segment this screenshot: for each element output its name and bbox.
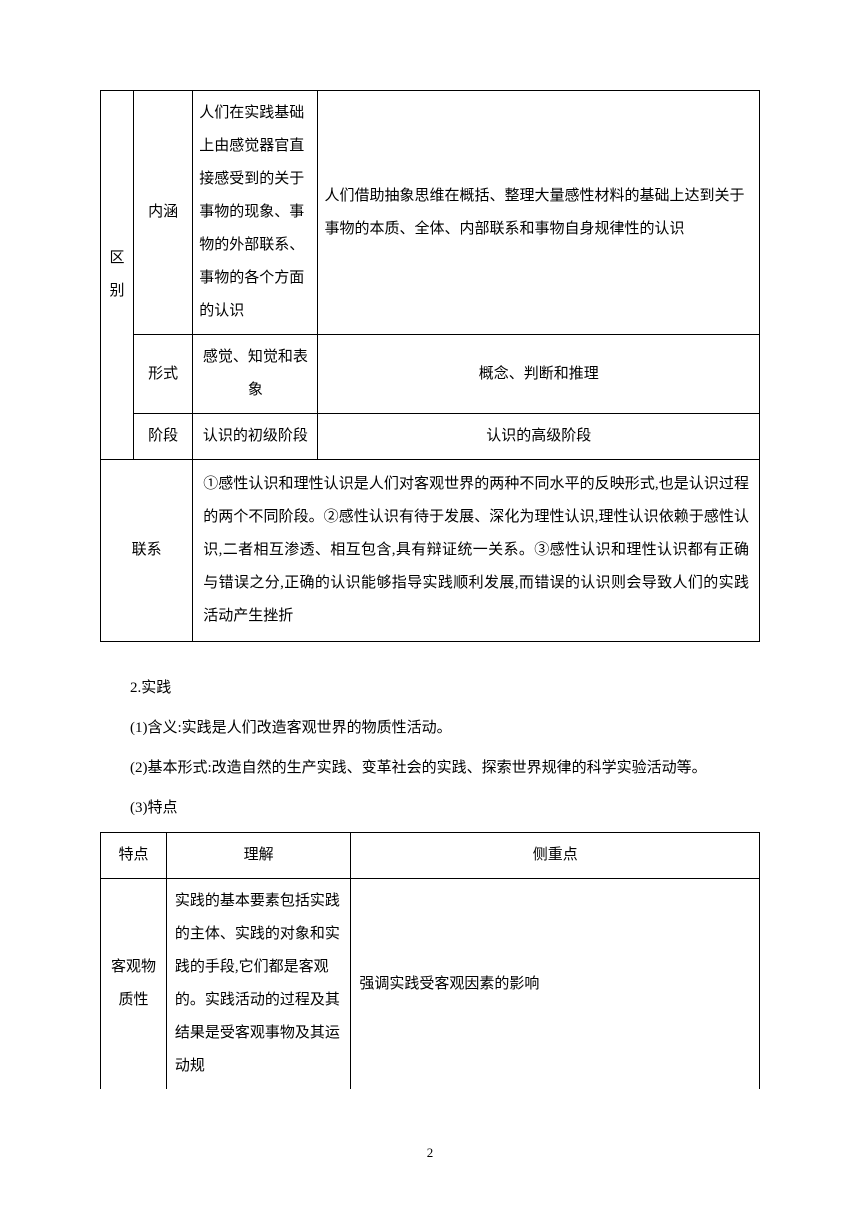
col-header: 侧重点 [351,833,760,879]
paragraph: (1)含义:实践是人们改造客观世界的物质性活动。 [100,710,760,746]
row-label: 形式 [133,335,192,414]
page-content: 区别 内涵 人们在实践基础上由感觉器官直接感受到的关于事物的现象、事物的外部联系… [0,0,860,1139]
feature-focus: 强调实践受客观因素的影响 [351,879,760,1090]
table-header-row: 特点 理解 侧重点 [101,833,760,879]
table-row: 形式 感觉、知觉和表象 概念、判断和推理 [101,335,760,414]
body-paragraphs: 2.实践 (1)含义:实践是人们改造客观世界的物质性活动。 (2)基本形式:改造… [100,670,760,826]
lianxi-text: ①感性认识和理性认识是人们对客观世界的两种不同水平的反映形式,也是认识过程的两个… [193,460,760,642]
col-header: 理解 [166,833,351,879]
paragraph: (2)基本形式:改造自然的生产实践、变革社会的实践、探索世界规律的科学实验活动等… [100,750,760,786]
cell-rational: 人们借助抽象思维在概括、整理大量感性材料的基础上达到关于事物的本质、全体、内部联… [318,91,760,335]
cell-perceptual: 人们在实践基础上由感觉器官直接感受到的关于事物的现象、事物的外部联系、事物的各个… [193,91,318,335]
lianxi-label: 联系 [101,460,193,642]
cell-perceptual: 感觉、知觉和表象 [193,335,318,414]
feature-understanding: 实践的基本要素包括实践的主体、实践的对象和实践的手段,它们都是客观的。实践活动的… [166,879,351,1090]
page-number: 2 [0,1139,860,1168]
row-label: 阶段 [133,414,192,460]
table-row: 阶段 认识的初级阶段 认识的高级阶段 [101,414,760,460]
feature-label: 客观物质性 [101,879,167,1090]
cell-rational: 认识的高级阶段 [318,414,760,460]
table-row: 联系 ①感性认识和理性认识是人们对客观世界的两种不同水平的反映形式,也是认识过程… [101,460,760,642]
col-header: 特点 [101,833,167,879]
cell-perceptual: 认识的初级阶段 [193,414,318,460]
table-row: 区别 内涵 人们在实践基础上由感觉器官直接感受到的关于事物的现象、事物的外部联系… [101,91,760,335]
paragraph: (3)特点 [100,790,760,826]
paragraph: 2.实践 [100,670,760,706]
features-table: 特点 理解 侧重点 客观物质性 实践的基本要素包括实践的主体、实践的对象和实践的… [100,832,760,1089]
cell-rational: 概念、判断和推理 [318,335,760,414]
table-row: 客观物质性 实践的基本要素包括实践的主体、实践的对象和实践的手段,它们都是客观的… [101,879,760,1090]
row-label: 内涵 [133,91,192,335]
row-group-label: 区别 [101,91,134,460]
comparison-table: 区别 内涵 人们在实践基础上由感觉器官直接感受到的关于事物的现象、事物的外部联系… [100,90,760,642]
